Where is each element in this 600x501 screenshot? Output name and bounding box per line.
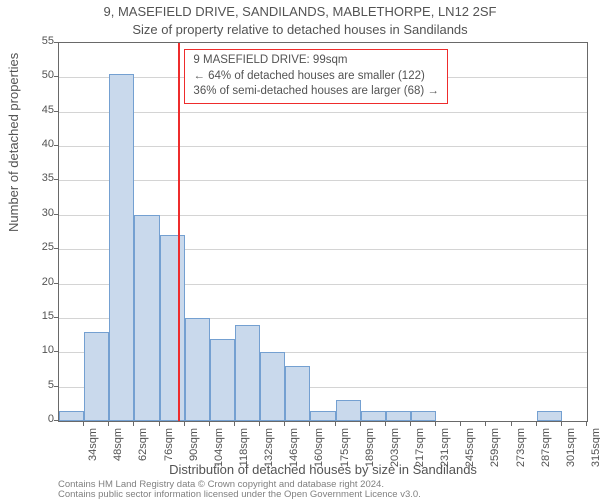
y-tick-label: 5 [24, 379, 54, 391]
gridline [59, 146, 587, 147]
x-tick-label: 90sqm [188, 428, 200, 478]
y-tick-mark [54, 283, 58, 284]
y-tick-mark [54, 179, 58, 180]
x-tick-label: 189sqm [364, 428, 376, 478]
y-tick-label: 40 [24, 138, 54, 150]
y-tick-mark [54, 351, 58, 352]
marker-line [178, 43, 180, 421]
x-tick-mark [133, 422, 134, 426]
x-tick-mark [309, 422, 310, 426]
y-tick-mark [54, 420, 58, 421]
x-tick-mark [360, 422, 361, 426]
y-tick-mark [54, 386, 58, 387]
y-tick-mark [54, 248, 58, 249]
histogram-bar [160, 235, 185, 421]
x-tick-mark [561, 422, 562, 426]
x-tick-label: 76sqm [163, 428, 175, 478]
gridline [59, 180, 587, 181]
histogram-bar [260, 352, 285, 421]
plot-area: 9 MASEFIELD DRIVE: 99sqm ← 64% of detache… [58, 42, 588, 422]
histogram-bar [185, 318, 210, 421]
histogram-bar [285, 366, 310, 421]
histogram-bar [361, 411, 386, 421]
x-tick-mark [536, 422, 537, 426]
gridline [59, 112, 587, 113]
x-tick-label: 231sqm [439, 428, 451, 478]
histogram-bar [537, 411, 562, 421]
x-tick-label: 203sqm [389, 428, 401, 478]
y-tick-mark [54, 111, 58, 112]
y-tick-label: 50 [24, 69, 54, 81]
x-tick-label: 132sqm [263, 428, 275, 478]
x-tick-mark [511, 422, 512, 426]
x-tick-label: 287sqm [540, 428, 552, 478]
x-tick-label: 34sqm [87, 428, 99, 478]
x-tick-mark [284, 422, 285, 426]
x-tick-mark [159, 422, 160, 426]
histogram-bar [134, 215, 159, 421]
histogram-bar [336, 400, 361, 421]
histogram-bar [310, 411, 335, 421]
y-tick-label: 25 [24, 241, 54, 253]
x-tick-mark [586, 422, 587, 426]
y-tick-mark [54, 214, 58, 215]
x-tick-label: 315sqm [590, 428, 600, 478]
y-tick-label: 10 [24, 344, 54, 356]
info-box: 9 MASEFIELD DRIVE: 99sqm ← 64% of detache… [184, 49, 447, 104]
x-tick-label: 48sqm [112, 428, 124, 478]
histogram-bar [109, 74, 134, 421]
footer-attribution: Contains HM Land Registry data © Crown c… [58, 480, 588, 501]
x-tick-mark [234, 422, 235, 426]
x-tick-mark [108, 422, 109, 426]
x-tick-mark [460, 422, 461, 426]
footer-line2: Contains public sector information licen… [58, 489, 421, 500]
x-tick-label: 62sqm [137, 428, 149, 478]
x-tick-mark [184, 422, 185, 426]
info-line3: 36% of semi-detached houses are larger (… [193, 85, 438, 97]
histogram-bar [411, 411, 436, 421]
y-tick-label: 45 [24, 104, 54, 116]
x-tick-label: 245sqm [464, 428, 476, 478]
x-tick-mark [385, 422, 386, 426]
y-axis-label: Number of detached properties [6, 53, 21, 232]
y-tick-mark [54, 145, 58, 146]
x-tick-mark [435, 422, 436, 426]
x-tick-mark [209, 422, 210, 426]
y-tick-label: 55 [24, 35, 54, 47]
y-tick-label: 30 [24, 207, 54, 219]
x-tick-mark [410, 422, 411, 426]
y-tick-label: 0 [24, 413, 54, 425]
x-tick-label: 301sqm [565, 428, 577, 478]
x-tick-label: 273sqm [515, 428, 527, 478]
x-tick-label: 104sqm [213, 428, 225, 478]
x-tick-mark [83, 422, 84, 426]
chart-container: 9, MASEFIELD DRIVE, SANDILANDS, MABLETHO… [0, 0, 600, 500]
x-tick-label: 175sqm [339, 428, 351, 478]
y-tick-label: 15 [24, 310, 54, 322]
x-tick-label: 146sqm [288, 428, 300, 478]
x-tick-mark [259, 422, 260, 426]
x-tick-label: 259sqm [489, 428, 501, 478]
x-tick-mark [485, 422, 486, 426]
chart-subtitle: Size of property relative to detached ho… [0, 22, 600, 37]
histogram-bar [235, 325, 260, 421]
histogram-bar [210, 339, 235, 421]
y-tick-mark [54, 76, 58, 77]
x-tick-label: 118sqm [238, 428, 250, 478]
histogram-bar [84, 332, 109, 421]
x-tick-label: 160sqm [313, 428, 325, 478]
y-tick-label: 20 [24, 276, 54, 288]
info-line1: 9 MASEFIELD DRIVE: 99sqm [193, 54, 347, 66]
histogram-bar [59, 411, 84, 421]
address-title: 9, MASEFIELD DRIVE, SANDILANDS, MABLETHO… [0, 4, 600, 19]
footer-line1: Contains HM Land Registry data © Crown c… [58, 479, 384, 490]
y-tick-mark [54, 317, 58, 318]
info-line2: ← 64% of detached houses are smaller (12… [193, 70, 424, 82]
y-tick-label: 35 [24, 172, 54, 184]
x-tick-label: 217sqm [414, 428, 426, 478]
y-tick-mark [54, 42, 58, 43]
histogram-bar [386, 411, 411, 421]
x-tick-mark [335, 422, 336, 426]
